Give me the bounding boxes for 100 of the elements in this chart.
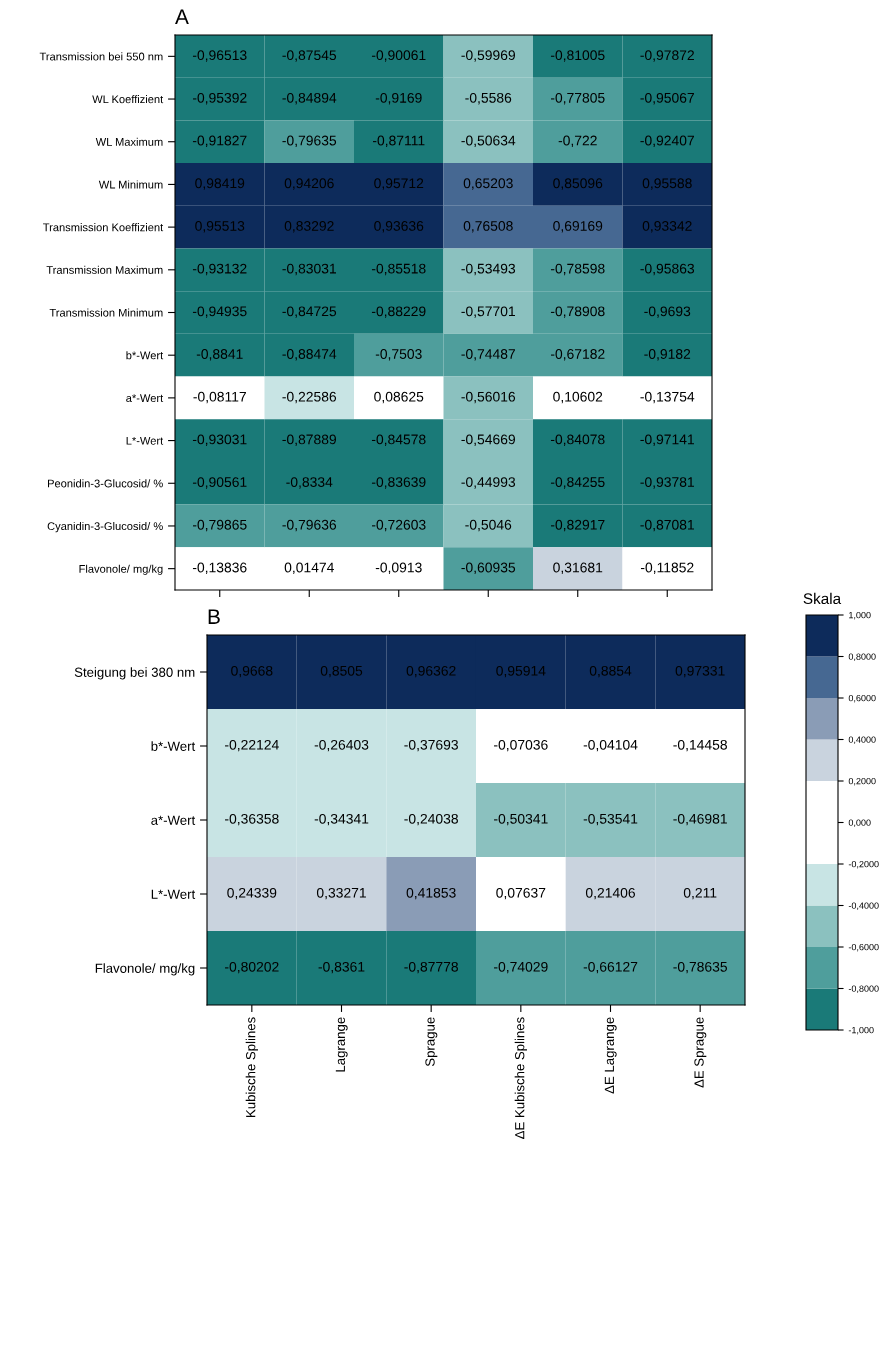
- data-label: -0,97141: [640, 434, 694, 446]
- y-tick-label: WL Maximum: [95, 137, 163, 146]
- y-tick-label: a*-Wert: [151, 815, 196, 825]
- data-label: -0,92407: [640, 135, 694, 148]
- y-tick-label: L*-Wert: [151, 889, 196, 899]
- data-label: -0,14458: [673, 739, 727, 752]
- data-label: -0,36358: [225, 813, 279, 826]
- data-label: -0,7503: [375, 349, 422, 361]
- data-label: -0,81005: [550, 50, 605, 62]
- data-label: -0,53541: [583, 813, 638, 826]
- data-label: -0,722: [558, 135, 597, 148]
- data-label: -0,88229: [371, 306, 426, 318]
- data-label: -0,79635: [282, 135, 337, 148]
- data-label: -0,04104: [583, 739, 638, 752]
- data-label: -0,85518: [371, 263, 426, 276]
- data-label: 0,07637: [496, 887, 546, 900]
- data-label: -0,07036: [494, 739, 548, 752]
- data-label: -0,82917: [550, 519, 605, 532]
- y-tick-label: b*-Wert: [151, 741, 196, 751]
- data-label: -0,74029: [494, 961, 548, 974]
- y-tick-label: WL Minimum: [98, 180, 163, 189]
- color-bar-title: Skala: [803, 592, 842, 605]
- data-label: -0,93031: [192, 434, 247, 446]
- data-label: 0,83292: [284, 221, 334, 233]
- color-bar-label: 0,8000: [848, 653, 876, 661]
- color-bar-label: -0,4000: [848, 902, 879, 910]
- data-label: 0,96362: [406, 665, 456, 678]
- data-label: 0,94206: [284, 178, 334, 190]
- data-label: -0,54669: [461, 434, 516, 446]
- data-label: -0,9693: [644, 306, 691, 318]
- x-tick-label: ΔE Lagrange: [604, 1017, 617, 1094]
- data-label: -0,87081: [640, 519, 694, 532]
- data-label: -0,9182: [644, 349, 691, 361]
- data-label: -0,53493: [461, 263, 516, 276]
- data-label: 0,41853: [406, 887, 456, 900]
- data-label: -0,26403: [314, 739, 369, 752]
- data-label: 0,93636: [374, 221, 424, 233]
- y-tick-label: a*-Wert: [126, 394, 164, 403]
- y-tick-label: Transmission Minimum: [49, 308, 163, 317]
- data-label: -0,93132: [192, 263, 247, 276]
- x-tick-label: Sprague: [425, 1017, 438, 1067]
- x-tick-label: ΔE Sprague: [694, 1017, 707, 1088]
- data-label: -0,8334: [286, 477, 333, 489]
- y-tick-label: L*-Wert: [126, 436, 164, 445]
- y-tick-label: WL Koeffizient: [92, 95, 164, 104]
- data-label: 0,95712: [374, 178, 424, 190]
- data-label: 0,8854: [589, 665, 632, 678]
- data-label: -0,8361: [318, 961, 365, 974]
- data-label: -0,90561: [192, 477, 247, 489]
- color-bar-label: 0,000: [848, 819, 871, 827]
- y-tick-label: Flavonole/ mg/kg: [95, 963, 195, 976]
- data-label: 0,85096: [553, 178, 603, 190]
- x-tick-label: ΔE Kubische Splines: [514, 1017, 527, 1139]
- data-label: -0,91827: [192, 135, 247, 148]
- data-label: -0,84894: [282, 92, 337, 105]
- data-label: 0,76508: [463, 221, 513, 233]
- color-bar-label: -0,2000: [848, 860, 879, 869]
- data-label: -0,87545: [282, 50, 337, 62]
- data-label: -0,0913: [375, 562, 422, 575]
- data-label: -0,84725: [282, 306, 337, 318]
- data-label: -0,93781: [640, 477, 694, 489]
- data-label: -0,67182: [550, 349, 605, 361]
- data-label: -0,78908: [550, 306, 605, 318]
- data-label: -0,79636: [282, 519, 337, 532]
- data-label: -0,77805: [550, 92, 605, 105]
- data-label: 0,21406: [585, 887, 635, 900]
- y-tick-label: Transmission Maximum: [46, 265, 163, 274]
- data-label: -0,9169: [375, 92, 422, 105]
- y-tick-label: Steigung bei 380 nm: [74, 667, 195, 680]
- color-bar-label: 0,4000: [848, 736, 876, 744]
- color-bar-label: 0,6000: [848, 694, 876, 703]
- data-label: 0,31681: [553, 562, 603, 575]
- data-label: -0,90061: [371, 50, 426, 62]
- data-label: -0,66127: [583, 961, 638, 974]
- data-label: 0,10602: [553, 391, 603, 404]
- data-label: -0,84255: [550, 477, 605, 489]
- data-label: -0,5046: [465, 519, 512, 532]
- data-label: -0,88474: [282, 349, 337, 361]
- data-label: -0,50341: [494, 813, 548, 826]
- color-bar-label: -0,6000: [848, 943, 879, 952]
- data-label: 0,95914: [496, 665, 546, 678]
- data-label: -0,84578: [371, 434, 426, 446]
- data-label: -0,94935: [192, 306, 247, 318]
- data-label: -0,80202: [225, 961, 279, 974]
- data-label: 0,01474: [284, 562, 334, 575]
- y-tick-label: Transmission Koeffizient: [43, 223, 164, 232]
- data-label: -0,56016: [461, 391, 516, 404]
- data-label: -0,59969: [461, 50, 516, 62]
- data-label: -0,78635: [673, 961, 727, 974]
- data-label: 0,95588: [642, 178, 692, 190]
- data-label: -0,72603: [371, 519, 426, 532]
- data-label: 0,95513: [195, 221, 245, 233]
- data-label: -0,22586: [282, 391, 337, 404]
- data-label: -0,34341: [314, 813, 369, 826]
- data-label: -0,95863: [640, 263, 695, 276]
- data-label: -0,44993: [461, 477, 516, 489]
- data-label: -0,13836: [192, 562, 247, 575]
- data-label: 0,211: [683, 887, 717, 900]
- chart-title: A: [175, 9, 189, 24]
- data-label: 0,33271: [316, 887, 366, 900]
